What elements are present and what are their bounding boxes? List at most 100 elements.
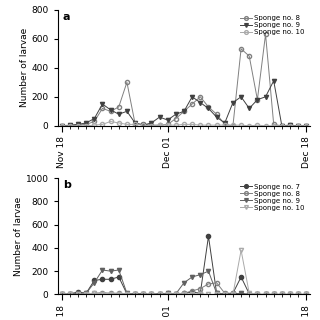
Sponge no. 10	[231, 292, 235, 296]
Sponge no. 10	[109, 120, 113, 124]
Sponge no. 8	[109, 291, 113, 295]
Sponge no. 9	[158, 292, 162, 296]
Sponge no. 9	[84, 291, 88, 295]
Sponge no. 9	[125, 291, 129, 295]
Sponge no. 8	[166, 123, 170, 126]
Sponge no. 10	[149, 292, 153, 296]
Sponge no. 9	[247, 292, 251, 296]
Sponge no. 9	[264, 95, 268, 99]
Sponge no. 8	[231, 291, 235, 295]
Sponge no. 10	[223, 123, 227, 127]
Sponge no. 7	[215, 291, 219, 295]
Sponge no. 10	[92, 123, 96, 127]
Sponge no. 7	[296, 292, 300, 296]
Sponge no. 9	[117, 112, 121, 116]
Sponge no. 8	[68, 292, 72, 296]
Sponge no. 9	[68, 123, 72, 127]
Sponge no. 8	[76, 292, 80, 296]
Sponge no. 10	[92, 291, 96, 295]
Line: Sponge no. 7: Sponge no. 7	[60, 234, 308, 297]
Sponge no. 10	[198, 123, 202, 127]
Sponge no. 9	[84, 121, 88, 125]
Sponge no. 7	[264, 292, 268, 296]
Sponge no. 10	[190, 292, 194, 296]
Sponge no. 10	[304, 292, 308, 296]
Text: b: b	[63, 180, 70, 190]
Sponge no. 8	[206, 282, 210, 286]
Sponge no. 8	[215, 112, 219, 116]
Sponge no. 8	[84, 123, 88, 126]
Sponge no. 8	[264, 292, 268, 296]
Sponge no. 10	[215, 292, 219, 296]
Sponge no. 8	[190, 102, 194, 106]
Sponge no. 8	[133, 292, 137, 296]
Sponge no. 10	[133, 292, 137, 296]
Sponge no. 9	[296, 124, 300, 128]
Sponge no. 8	[264, 32, 268, 36]
Sponge no. 8	[223, 291, 227, 295]
Sponge no. 10	[133, 123, 137, 126]
Sponge no. 7	[109, 277, 113, 281]
Sponge no. 8	[117, 291, 121, 295]
Sponge no. 9	[231, 101, 235, 105]
Sponge no. 9	[141, 292, 145, 296]
Sponge no. 9	[304, 124, 308, 128]
Sponge no. 8	[84, 292, 88, 296]
Sponge no. 7	[280, 292, 284, 296]
Sponge no. 10	[84, 124, 88, 128]
Sponge no. 10	[255, 292, 259, 296]
Sponge no. 8	[288, 292, 292, 296]
Sponge no. 9	[92, 117, 96, 121]
Sponge no. 8	[158, 292, 162, 296]
Sponge no. 8	[182, 291, 186, 295]
Sponge no. 10	[60, 124, 64, 128]
Sponge no. 10	[288, 292, 292, 296]
Sponge no. 10	[117, 121, 121, 125]
Sponge no. 10	[141, 123, 145, 127]
Sponge no. 7	[247, 292, 251, 296]
Sponge no. 8	[272, 292, 276, 296]
Sponge no. 7	[174, 292, 178, 296]
Sponge no. 7	[182, 291, 186, 295]
Sponge no. 10	[149, 124, 153, 128]
Sponge no. 7	[68, 292, 72, 296]
Sponge no. 10	[272, 292, 276, 296]
Sponge no. 9	[247, 107, 251, 110]
Sponge no. 7	[141, 292, 145, 296]
Sponge no. 9	[304, 292, 308, 296]
Sponge no. 8	[60, 124, 64, 128]
Sponge no. 10	[190, 123, 194, 126]
Sponge no. 8	[280, 124, 284, 128]
Sponge no. 8	[239, 292, 243, 296]
Sponge no. 10	[174, 123, 178, 127]
Sponge no. 8	[92, 291, 96, 295]
Sponge no. 8	[158, 123, 162, 127]
Sponge no. 7	[133, 292, 137, 296]
Sponge no. 9	[60, 124, 64, 128]
Sponge no. 7	[206, 234, 210, 238]
Sponge no. 8	[100, 291, 104, 295]
Sponge no. 8	[133, 122, 137, 125]
Sponge no. 10	[255, 123, 259, 127]
Line: Sponge no. 8: Sponge no. 8	[60, 281, 308, 297]
Sponge no. 8	[174, 292, 178, 296]
Sponge no. 9	[264, 292, 268, 296]
Sponge no. 9	[92, 281, 96, 285]
Sponge no. 7	[76, 290, 80, 294]
Sponge no. 9	[296, 292, 300, 296]
Sponge no. 8	[68, 124, 72, 128]
Sponge no. 9	[117, 268, 121, 272]
Sponge no. 9	[149, 292, 153, 296]
Sponge no. 10	[182, 123, 186, 126]
Sponge no. 8	[215, 281, 219, 285]
Sponge no. 8	[141, 292, 145, 296]
Sponge no. 9	[76, 291, 80, 295]
Sponge no. 8	[141, 123, 145, 126]
Sponge no. 10	[174, 292, 178, 296]
Sponge no. 9	[223, 292, 227, 296]
Sponge no. 8	[149, 123, 153, 127]
Text: a: a	[63, 12, 70, 22]
Sponge no. 7	[223, 292, 227, 296]
Sponge no. 9	[141, 123, 145, 127]
Sponge no. 7	[125, 292, 129, 296]
